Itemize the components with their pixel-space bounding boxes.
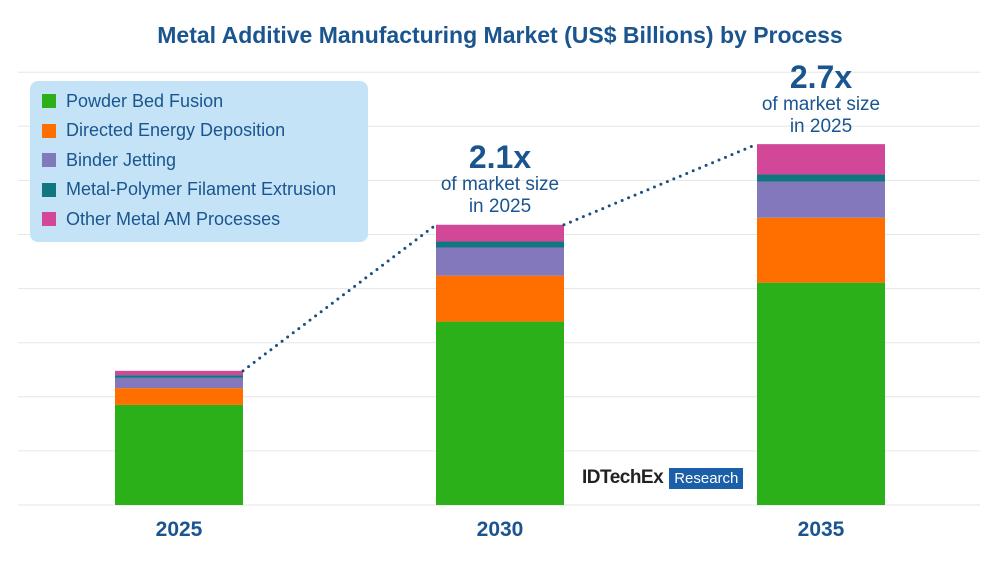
logo-tag: Research [669,467,744,489]
legend-swatch [42,182,56,197]
annotation-text: of market size [440,174,560,195]
bar-segment [757,217,885,283]
legend-swatch [42,153,56,167]
legend-item: Other Metal AM Processes [42,208,280,230]
bar-segment [757,282,885,505]
legend-swatch [42,212,56,226]
legend-item: Binder Jetting [42,149,176,171]
legend: Powder Bed Fusion Directed Energy Deposit… [30,81,368,242]
annotation-text: in 2025 [468,196,532,217]
bar-segment [115,370,243,376]
legend-label: Metal-Polymer Filament Extrusion [66,179,337,199]
annotation-text: of market size [761,94,881,115]
bar-segment [757,174,885,182]
legend-swatch [42,94,56,108]
annotation-multiplier: 2.1x [468,139,532,175]
annotation-text: in 2025 [789,116,853,137]
bar-segment [436,321,564,505]
legend-item: Directed Energy Deposition [42,120,285,142]
bar-segment [115,375,243,378]
annotation-2030: 2.1x of market size in 2025 [400,140,600,218]
trend-dotted-line [562,142,759,227]
idtechex-logo: IDTechEx Research [582,467,744,489]
trend-dotted-line [241,223,438,373]
legend-label: Powder Bed Fusion [66,90,224,111]
bar-segment [757,181,885,218]
legend-item: Powder Bed Fusion [42,90,223,112]
bar-segment [436,275,564,322]
legend-swatch [42,123,56,138]
legend-label: Directed Energy Deposition [66,120,286,140]
bar-segment [757,144,885,175]
logo-name: IDTechEx [582,467,664,488]
bar-segment [115,388,243,405]
bar-segment [436,241,564,248]
annotation-2035: 2.7x of market size in 2025 [721,60,921,138]
bar-segment [115,377,243,389]
x-tick-label: 2035 [797,518,845,541]
legend-label: Other Metal AM Processes [66,208,281,229]
chart-title: Metal Additive Manufacturing Market (US$… [157,22,843,48]
legend-label: Binder Jetting [66,149,177,170]
annotation-multiplier: 2.7x [789,59,853,95]
bar-segment [115,404,243,505]
x-tick-label: 2025 [155,518,203,541]
x-tick-label: 2030 [476,518,524,541]
bar-segment [436,247,564,276]
bar-segment [436,224,564,242]
legend-item: Metal-Polymer Filament Extrusion [42,179,336,201]
